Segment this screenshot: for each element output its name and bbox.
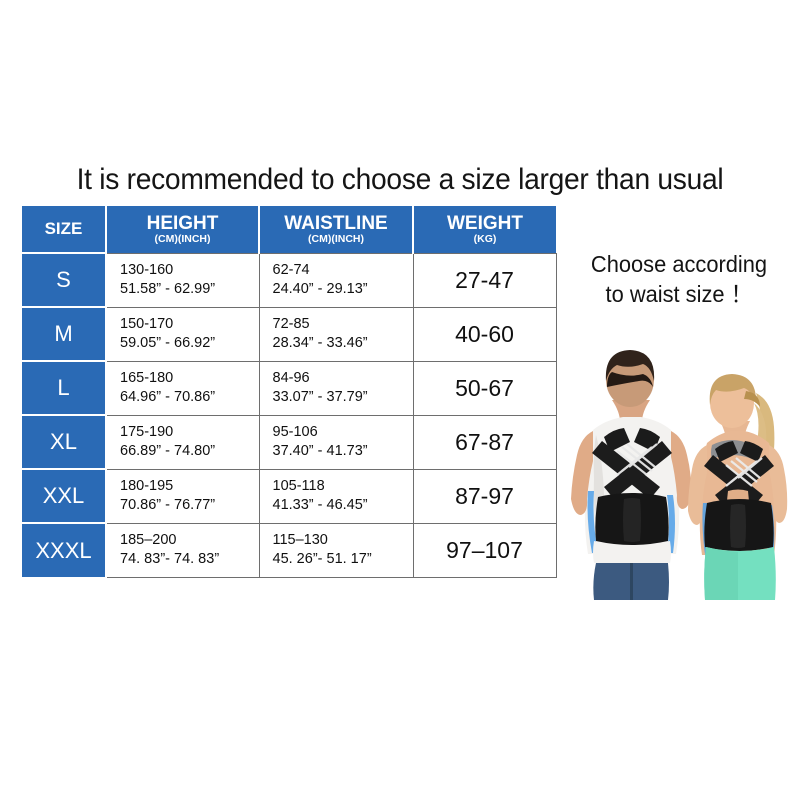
height-cm: 185–200 — [120, 532, 177, 549]
waist-cm: 84-96 — [272, 370, 310, 387]
column-header-height-label: HEIGHT — [146, 213, 219, 234]
cell-size: M — [22, 306, 107, 361]
product-photo — [560, 345, 800, 600]
waist-inch: 45. 26”- 51. 17” — [272, 551, 372, 567]
cell-weight: 40-60 — [413, 306, 557, 362]
cell-weight: 67-87 — [413, 414, 557, 470]
female-model — [688, 374, 788, 600]
cell-weight: 87-97 — [413, 468, 557, 524]
height-cm: 150-170 — [120, 316, 174, 333]
column-header-height: HEIGHT (CM)(INCH) — [106, 206, 260, 253]
cell-height: 185–200 74. 83”- 74. 83” — [106, 522, 260, 578]
table-header-row: SIZE HEIGHT (CM)(INCH) WAISTLINE (CM)(IN… — [22, 206, 556, 253]
cell-height: 150-170 59.05” - 66.92” — [106, 306, 260, 362]
cell-weight: 97–107 — [413, 522, 557, 578]
table-row: L 165-180 64.96” - 70.86” 84-96 33.07” -… — [22, 360, 557, 416]
height-cm: 165-180 — [120, 370, 174, 387]
height-cm: 175-190 — [120, 424, 174, 441]
posture-brace-illustration — [560, 345, 800, 600]
table-row: XXL 180-195 70.86” - 76.77” 105-118 41.3… — [22, 468, 557, 524]
cell-size: XL — [22, 414, 107, 469]
column-header-size: SIZE — [22, 206, 107, 253]
cell-waistline: 105-118 41.33” - 46.45” — [259, 468, 414, 524]
waist-cm: 62-74 — [272, 262, 310, 279]
cell-waistline: 95-106 37.40” - 41.73” — [259, 414, 414, 470]
column-header-size-label: SIZE — [44, 219, 83, 238]
height-inch: 74. 83”- 74. 83” — [120, 551, 220, 567]
waist-size-note-line2: to waist size ！ — [605, 281, 753, 308]
waist-size-note: Choose according to waist size ！ — [569, 249, 789, 310]
page-title: It is recommended to choose a size large… — [76, 163, 724, 196]
cell-size: XXL — [22, 468, 107, 523]
cell-waistline: 84-96 33.07” - 37.79” — [259, 360, 414, 416]
height-inch: 59.05” - 66.92” — [120, 335, 216, 351]
cell-height: 165-180 64.96” - 70.86” — [106, 360, 260, 416]
waist-size-note-line1: Choose according — [590, 251, 768, 277]
column-header-weight-label: WEIGHT — [447, 213, 523, 234]
waist-inch: 24.40” - 29.13” — [272, 281, 368, 297]
column-header-waistline-label: WAISTLINE — [284, 213, 388, 234]
column-header-waistline: WAISTLINE (CM)(INCH) — [259, 206, 414, 253]
height-inch: 70.86” - 76.77” — [120, 497, 216, 513]
waist-inch: 33.07” - 37.79” — [272, 389, 368, 405]
height-inch: 66.89” - 74.80” — [120, 443, 216, 459]
height-cm: 130-160 — [120, 262, 174, 279]
size-chart-table: SIZE HEIGHT (CM)(INCH) WAISTLINE (CM)(IN… — [22, 206, 557, 578]
cell-waistline: 62-74 24.40” - 29.13” — [259, 252, 414, 308]
column-header-height-units: (CM)(INCH) — [154, 233, 211, 245]
waist-cm: 105-118 — [272, 478, 325, 495]
cell-waistline: 72-85 28.34” - 33.46” — [259, 306, 414, 362]
male-model — [571, 350, 692, 600]
height-cm: 180-195 — [120, 478, 174, 495]
cell-size: S — [22, 252, 107, 307]
column-header-weight-units: (KG) — [473, 233, 497, 245]
cell-size: XXXL — [22, 522, 107, 577]
waist-inch: 28.34” - 33.46” — [272, 335, 368, 351]
table-row: XXXL 185–200 74. 83”- 74. 83” 115–130 45… — [22, 522, 557, 578]
height-inch: 64.96” - 70.86” — [120, 389, 216, 405]
waist-cm: 95-106 — [272, 424, 318, 441]
cell-height: 130-160 51.58” - 62.99” — [106, 252, 260, 308]
cell-weight: 27-47 — [413, 252, 557, 308]
column-header-weight: WEIGHT (KG) — [413, 206, 556, 253]
waist-cm: 72-85 — [272, 316, 310, 333]
cell-weight: 50-67 — [413, 360, 557, 416]
waist-inch: 37.40” - 41.73” — [272, 443, 368, 459]
cell-size: L — [22, 360, 107, 415]
cell-height: 175-190 66.89” - 74.80” — [106, 414, 260, 470]
waist-inch: 41.33” - 46.45” — [272, 497, 368, 513]
table-row: S 130-160 51.58” - 62.99” 62-74 24.40” -… — [22, 252, 557, 308]
cell-height: 180-195 70.86” - 76.77” — [106, 468, 260, 524]
table-row: M 150-170 59.05” - 66.92” 72-85 28.34” -… — [22, 306, 557, 362]
table-row: XL 175-190 66.89” - 74.80” 95-106 37.40”… — [22, 414, 557, 470]
height-inch: 51.58” - 62.99” — [120, 281, 216, 297]
column-header-waistline-units: (CM)(INCH) — [308, 233, 364, 245]
cell-waistline: 115–130 45. 26”- 51. 17” — [259, 522, 414, 578]
waist-cm: 115–130 — [272, 532, 328, 549]
